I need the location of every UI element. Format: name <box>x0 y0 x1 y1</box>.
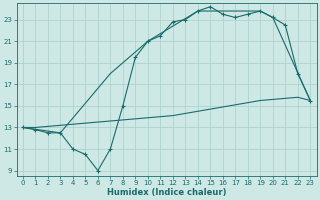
X-axis label: Humidex (Indice chaleur): Humidex (Indice chaleur) <box>107 188 226 197</box>
